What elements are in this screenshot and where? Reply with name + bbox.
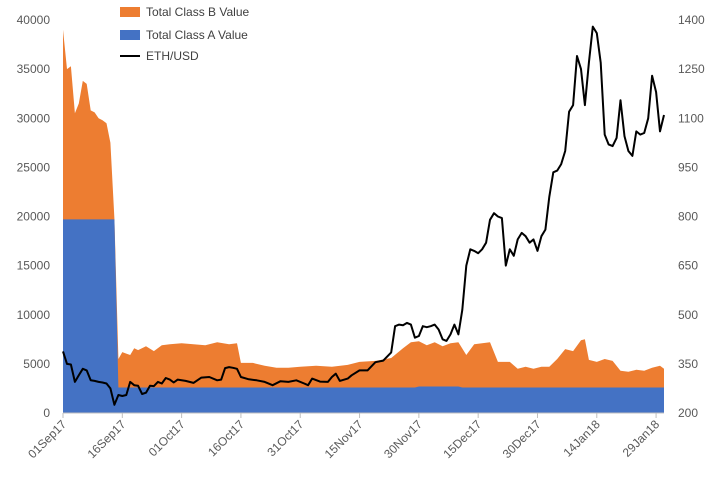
x-axis-tick-label: 16Sep17 (85, 417, 129, 461)
x-axis-tick-label: 15Dec17 (440, 417, 484, 461)
left-axis-tick-label: 25000 (17, 160, 51, 174)
legend-label-class-a: Total Class A Value (146, 28, 248, 42)
eth-usd-line (62, 25, 665, 406)
left-axis-tick-label: 40000 (17, 13, 51, 27)
right-axis-tick-label: 200 (678, 406, 698, 420)
legend-swatch-class-a (120, 30, 140, 40)
left-axis-tick-label: 15000 (17, 259, 51, 273)
x-axis-tick-label: 30Nov17 (381, 417, 425, 461)
x-axis-tick-label: 29Jan18 (620, 417, 663, 460)
right-axis-tick-label: 500 (678, 308, 698, 322)
right-axis-tick-label: 1400 (678, 13, 705, 27)
right-axis-tick-label: 350 (678, 357, 698, 371)
left-axis-tick-label: 5000 (23, 357, 50, 371)
right-axis-tick-label: 650 (678, 259, 698, 273)
x-axis-tick-label: 15Nov17 (322, 417, 366, 461)
left-axis-tick-label: 10000 (17, 308, 51, 322)
class-a-area (63, 219, 664, 413)
left-axis-tick-label: 0 (43, 406, 50, 420)
class-b-area (63, 29, 664, 414)
right-axis-tick-label: 950 (678, 160, 698, 174)
right-axis-tick-label: 800 (678, 210, 698, 224)
legend-label-class-b: Total Class B Value (146, 5, 249, 19)
x-axis-tick-label: 31Oct17 (264, 417, 306, 459)
legend-swatch-class-b (120, 7, 140, 17)
legend-label-eth: ETH/USD (146, 49, 199, 63)
x-axis-tick-label: 01Sep17 (25, 417, 69, 461)
x-axis-tick-label: 30Dec17 (500, 417, 544, 461)
left-axis-tick-label: 20000 (17, 210, 51, 224)
left-axis-tick-label: 30000 (17, 111, 51, 125)
x-axis-tick-label: 16Oct17 (205, 417, 247, 459)
x-axis-tick-label: 14Jan18 (560, 417, 603, 460)
right-axis-tick-label: 1100 (678, 111, 704, 125)
right-axis-tick-label: 1250 (678, 62, 705, 76)
x-axis-tick-label: 01Oct17 (146, 417, 188, 459)
left-axis-tick-label: 35000 (17, 62, 51, 76)
